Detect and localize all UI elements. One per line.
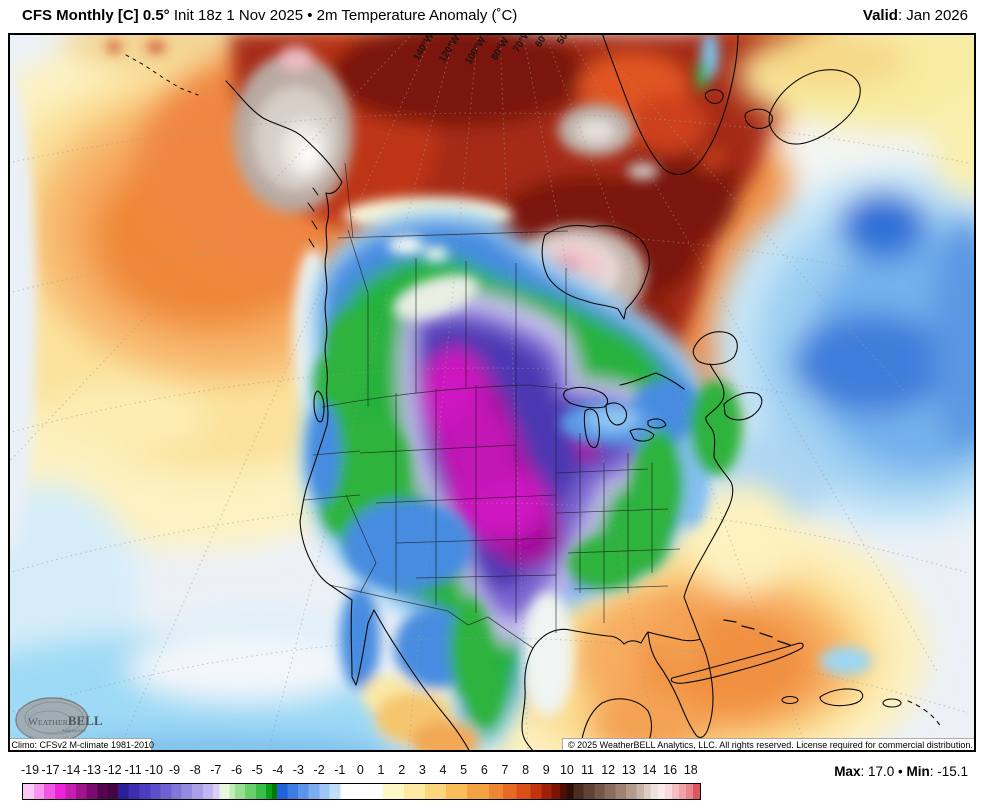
svg-text:© 2025 WeatherBELL Analytics,: © 2025 WeatherBELL Analytics, LLC. All r… (568, 740, 973, 750)
svg-text:Analytics LLC: Analytics LLC (62, 728, 86, 733)
svg-text:Climo: CFSv2 M-climate 1981-20: Climo: CFSv2 M-climate 1981-2010 (12, 740, 155, 750)
